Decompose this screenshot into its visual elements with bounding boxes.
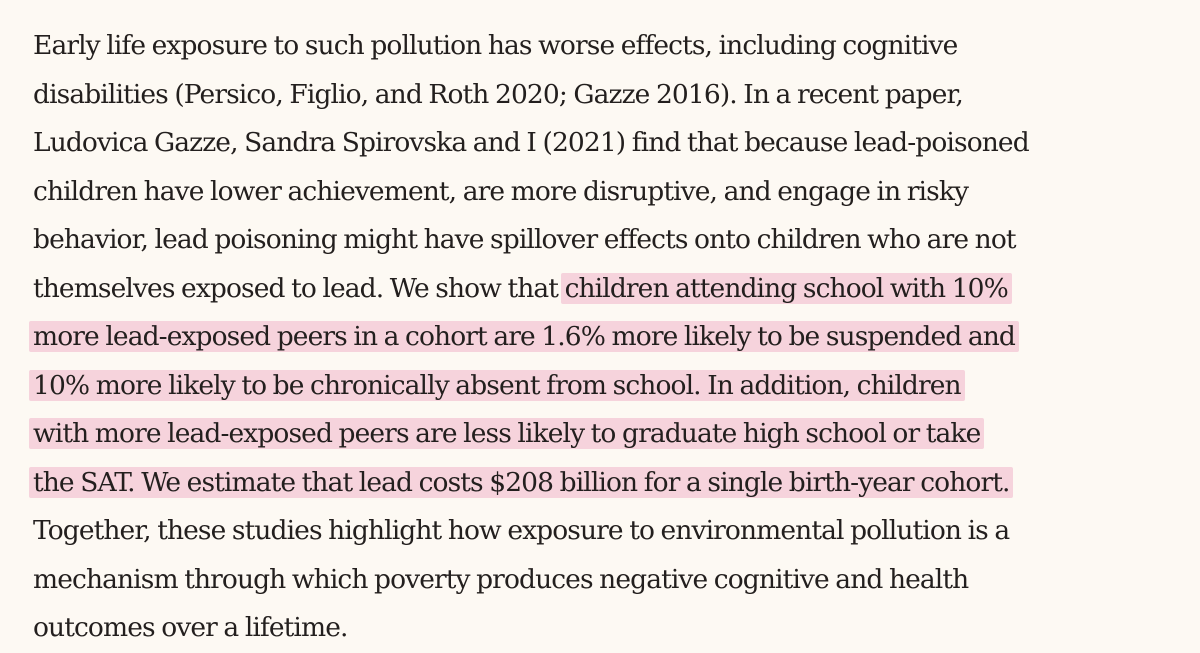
line-text: Ludovica Gazze, Sandra Spirovska and I (… <box>33 127 1030 158</box>
line-text: children have lower achievement, are mor… <box>33 175 969 207</box>
highlighted-text: more lead-exposed peers in a cohort are … <box>29 321 1019 352</box>
text-line: more lead-exposed peers in a cohort are … <box>29 313 1193 362</box>
text-line: Ludovica Gazze, Sandra Spirovska and I (… <box>33 119 1193 168</box>
line-text: themselves exposed to lead. We show that <box>33 272 565 304</box>
line-text: Together, these studies highlight how ex… <box>33 515 1010 546</box>
text-line: children have lower achievement, are mor… <box>33 168 1193 217</box>
text-line: mechanism through which poverty produces… <box>33 556 1193 605</box>
highlighted-text: 10% more likely to be chronically absent… <box>29 369 965 401</box>
line-text: mechanism through which poverty produces… <box>33 563 969 595</box>
text-line: Together, these studies highlight how ex… <box>33 507 1193 556</box>
line-text: behavior, lead poisoning might have spil… <box>33 224 1017 255</box>
text-line: behavior, lead poisoning might have spil… <box>33 216 1193 265</box>
text-line: disabilities (Persico, Figlio, and Roth … <box>33 71 1193 120</box>
line-text: Early life exposure to such pollution ha… <box>33 30 958 61</box>
highlighted-text: children attending school with 10% <box>560 272 1012 304</box>
text-line: themselves exposed to lead. We show that… <box>33 265 1193 314</box>
highlighted-text: with more lead-exposed peers are less li… <box>29 418 985 449</box>
line-text: outcomes over a lifetime. <box>33 612 348 643</box>
paragraph: Early life exposure to such pollution ha… <box>29 22 1193 653</box>
text-line: the SAT. We estimate that lead costs $20… <box>29 459 1193 508</box>
text-line: Early life exposure to such pollution ha… <box>33 22 1193 71</box>
highlighted-text: the SAT. We estimate that lead costs $20… <box>29 466 1014 498</box>
text-line: with more lead-exposed peers are less li… <box>29 410 1193 459</box>
text-line: outcomes over a lifetime. <box>33 604 1193 653</box>
text-line: 10% more likely to be chronically absent… <box>29 362 1193 411</box>
line-text: disabilities (Persico, Figlio, and Roth … <box>33 78 964 110</box>
